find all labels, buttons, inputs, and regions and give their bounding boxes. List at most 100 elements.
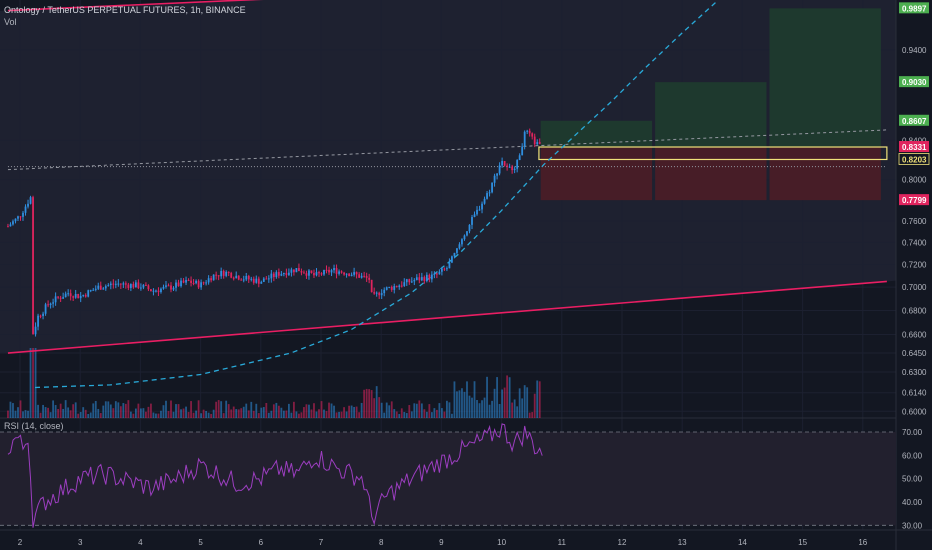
candle-body — [373, 292, 376, 294]
volume-bar — [453, 381, 456, 418]
candle-body — [463, 235, 466, 240]
volume-bar — [160, 410, 162, 418]
volume-bar — [27, 410, 29, 418]
candle-body — [195, 280, 197, 284]
volume-bar — [225, 400, 228, 418]
entry-zone-box — [538, 146, 888, 161]
candle-body — [57, 296, 60, 298]
volume-bar — [425, 411, 428, 418]
candle-body — [157, 290, 160, 293]
candle-body — [468, 224, 471, 232]
volume-bar — [210, 413, 213, 418]
candle-body — [423, 277, 426, 282]
volume-bar — [47, 407, 49, 418]
chart-header: Ontology / TetherUS PERPETUAL FUTURES, 1… — [4, 4, 246, 28]
rsi-tick-label: 60.00 — [902, 451, 923, 460]
candle-body — [420, 277, 423, 281]
volume-bar — [335, 412, 338, 418]
volume-bar — [506, 375, 509, 418]
volume-bar — [330, 403, 333, 418]
candle-body — [227, 271, 230, 273]
candle-body — [69, 293, 72, 297]
volume-bar — [340, 411, 343, 418]
candle-body — [252, 278, 255, 283]
price-tick-label: 0.8000 — [902, 176, 927, 185]
candle-body — [521, 146, 524, 156]
volume-bar — [52, 400, 55, 418]
candle-body — [323, 269, 325, 275]
volume-bar — [343, 407, 345, 418]
volume-bar — [197, 400, 200, 418]
candle-body — [210, 278, 213, 281]
candle-body — [415, 277, 418, 281]
volume-bar — [388, 405, 391, 418]
volume-bar — [466, 381, 468, 418]
volume-bar — [385, 402, 388, 418]
candle-body — [27, 203, 29, 207]
volume-bar — [37, 404, 39, 418]
volume-bar — [538, 381, 541, 418]
candle-body — [335, 268, 338, 274]
candle-body — [340, 271, 343, 273]
candle-body — [270, 273, 273, 279]
volume-bar — [34, 348, 37, 418]
volume-bar — [355, 406, 358, 418]
volume-bar — [182, 408, 185, 418]
candle-body — [285, 273, 288, 275]
price-tag-label: 0.9030 — [902, 78, 927, 87]
candle-body — [232, 277, 235, 279]
candle-body — [24, 206, 27, 213]
candle-body — [408, 279, 411, 283]
volume-bar — [72, 404, 75, 418]
volume-bar — [413, 403, 416, 418]
candle-body — [353, 272, 356, 275]
candle-body — [54, 296, 57, 303]
candle-body — [29, 197, 32, 204]
price-tag-label: 0.8331 — [902, 143, 927, 152]
volume-bar — [252, 410, 255, 418]
candle-body — [180, 280, 182, 287]
volume-bar — [190, 401, 192, 418]
candle-body — [313, 273, 315, 276]
volume-bar — [97, 408, 100, 418]
volume-bar — [370, 390, 373, 418]
volume-bar — [438, 403, 441, 418]
volume-bar — [365, 388, 368, 418]
price-tick-label: 0.8400 — [902, 136, 927, 145]
candle-body — [114, 283, 117, 285]
candle-body — [536, 142, 539, 145]
candle-body — [413, 280, 416, 282]
rsi-tick-label: 40.00 — [902, 498, 923, 507]
candle-body — [358, 274, 361, 278]
volume-bar — [84, 409, 87, 418]
volume-bar — [528, 412, 531, 418]
volume-bar — [150, 403, 152, 418]
volume-bar — [9, 401, 12, 418]
volume-bar — [430, 412, 433, 418]
volume-bar — [408, 405, 411, 418]
symbol-title[interactable]: Ontology / TetherUS PERPETUAL FUTURES, 1… — [4, 5, 246, 15]
candle-body — [67, 293, 70, 295]
candle-body — [160, 288, 162, 293]
volume-bar — [285, 410, 288, 418]
volume-bar — [54, 405, 57, 418]
volume-bar — [338, 411, 340, 418]
candle-body — [488, 192, 491, 194]
volume-bar — [235, 409, 238, 418]
price-tag-bg — [899, 114, 929, 126]
candle-body — [267, 278, 270, 280]
candle-body — [473, 214, 476, 217]
candle-body — [355, 272, 358, 275]
candle-body — [150, 289, 152, 292]
volume-bar — [501, 389, 504, 418]
candle-body — [190, 280, 192, 283]
volume-bar — [446, 400, 448, 418]
rsi-legend-label[interactable]: RSI (14, close) — [4, 421, 64, 431]
volume-bar — [267, 412, 270, 418]
volume-bar — [215, 401, 218, 418]
volume-bar — [410, 411, 413, 418]
candle-body — [393, 286, 396, 290]
volume-bar — [232, 406, 235, 418]
candle-body — [47, 304, 49, 306]
